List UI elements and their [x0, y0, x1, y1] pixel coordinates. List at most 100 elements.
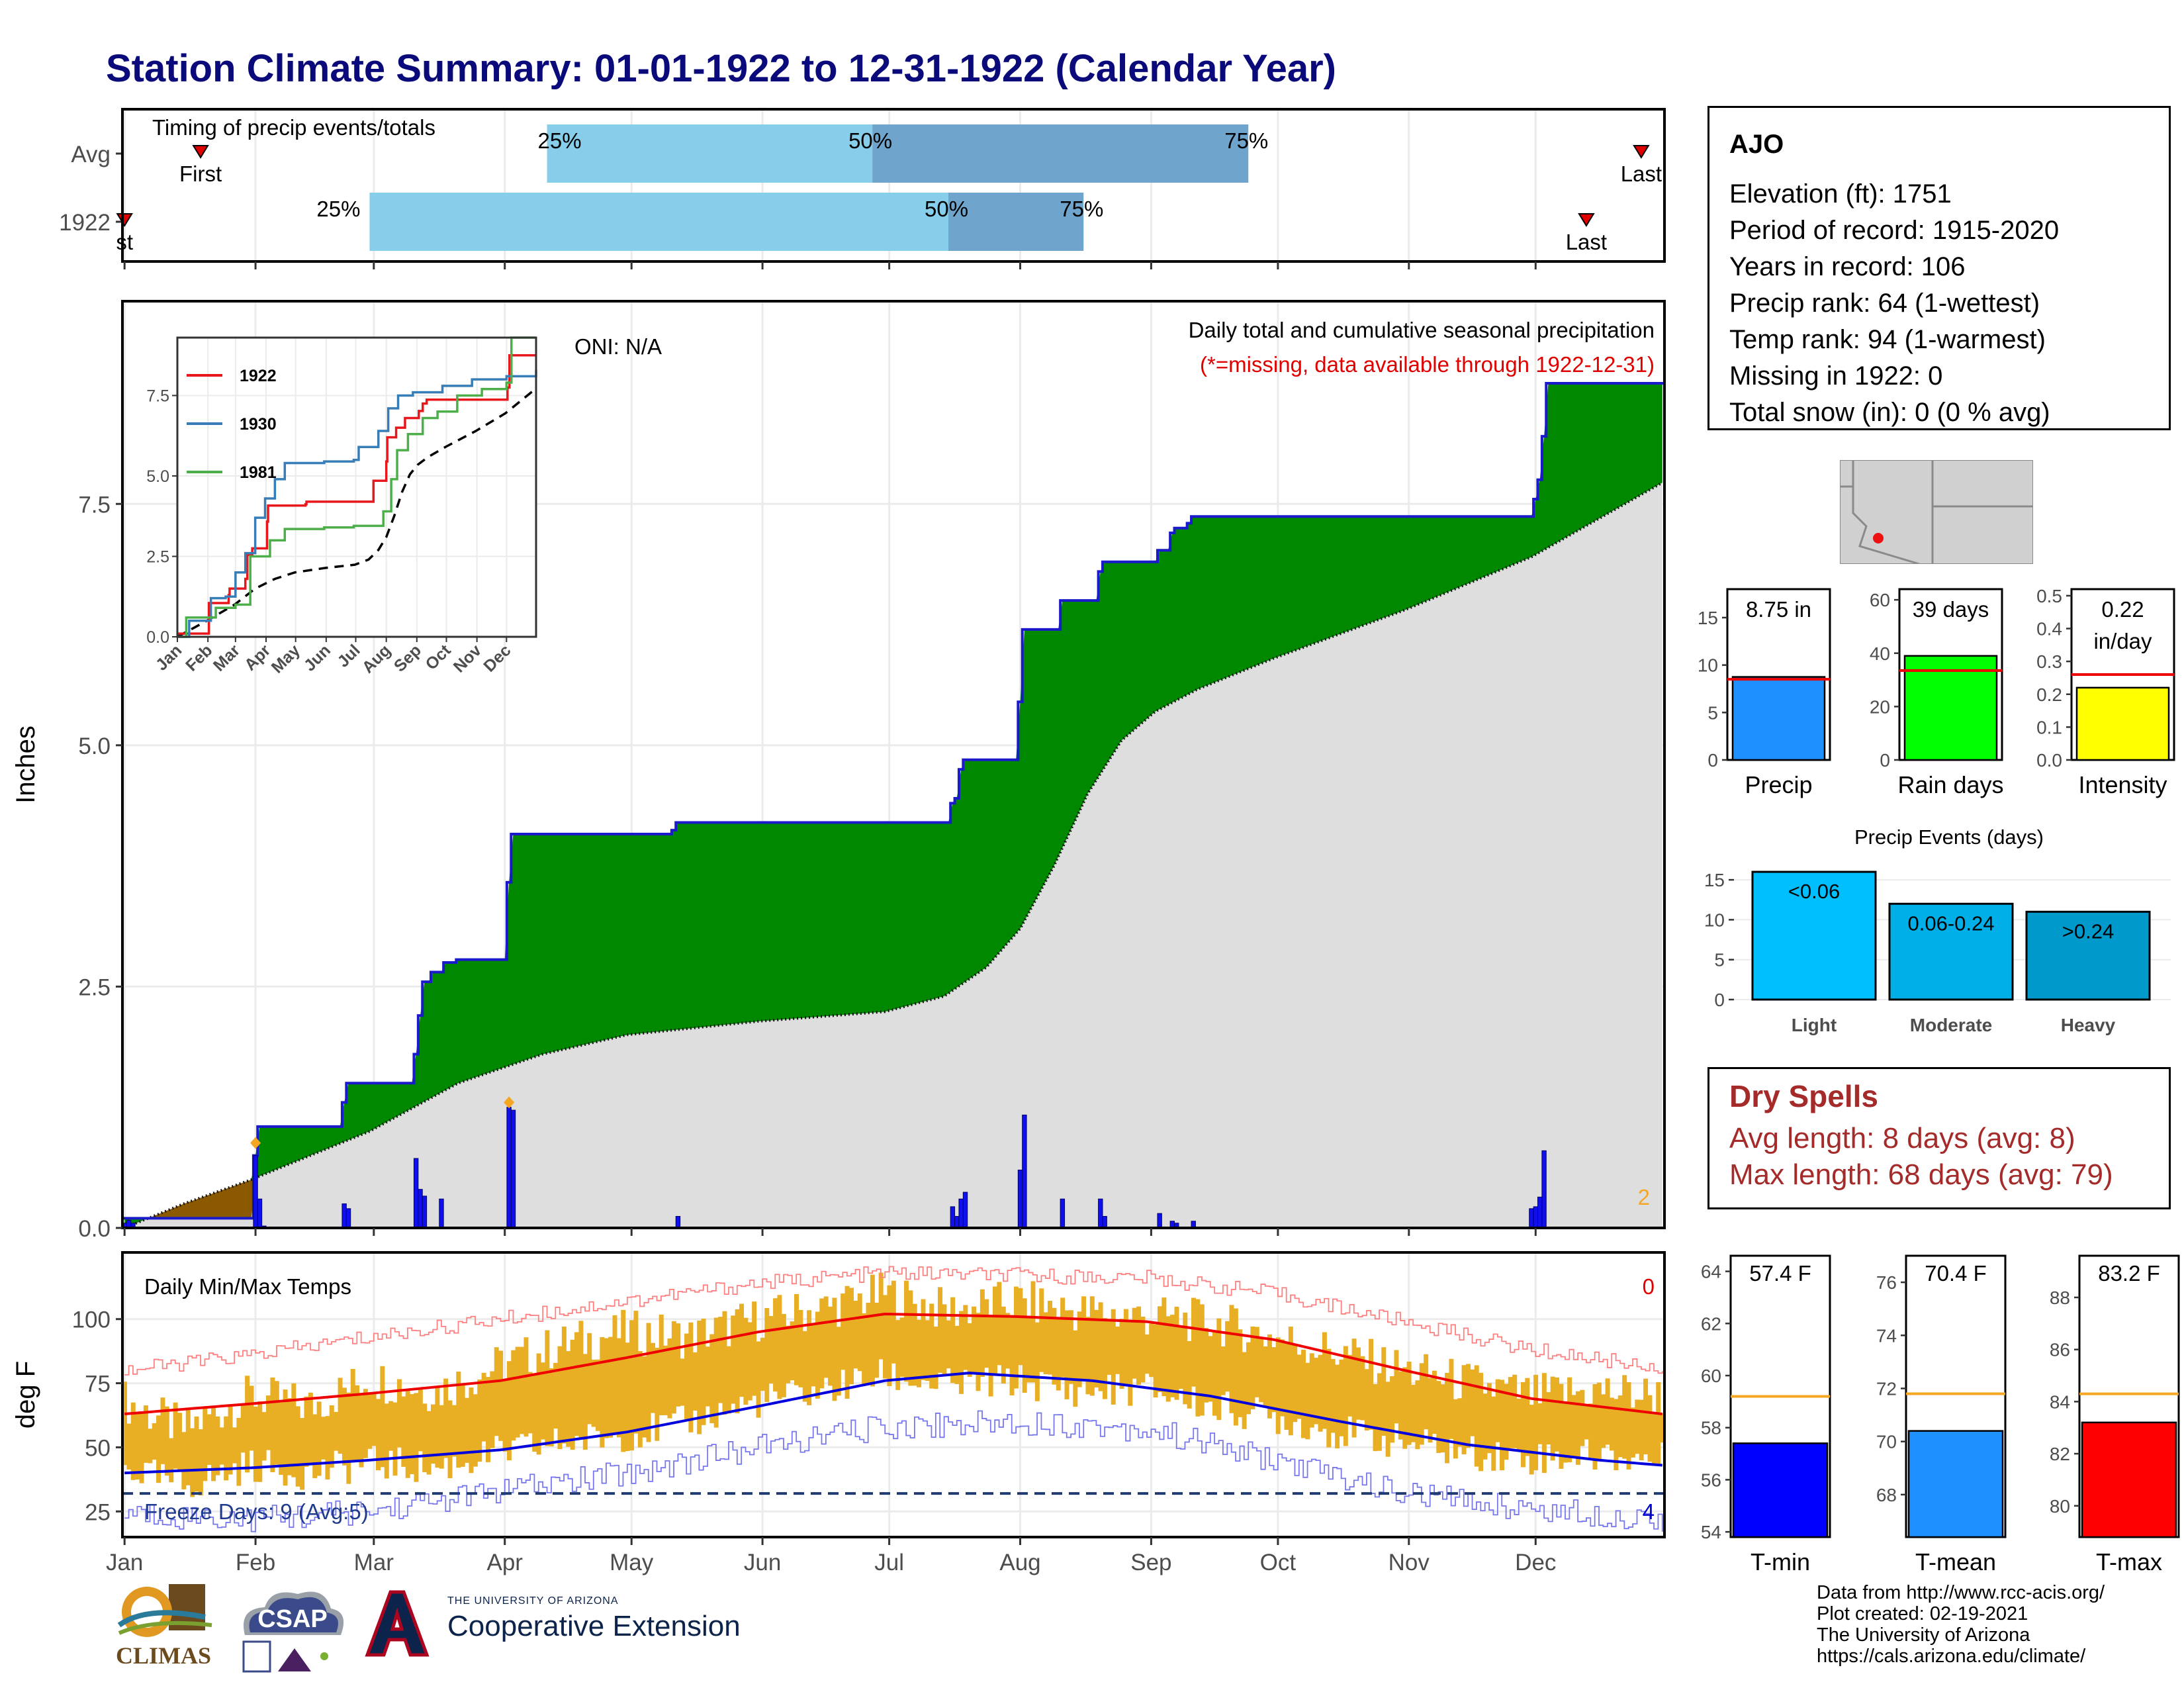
- temp-stat-value: 57.4 F: [1749, 1261, 1811, 1286]
- daily-temp-range-bar: [718, 1317, 723, 1403]
- daily-temp-range-bar: [481, 1372, 486, 1442]
- daily-temp-range-bar: [1588, 1403, 1594, 1458]
- daily-temp-range-bar: [1575, 1391, 1580, 1465]
- daily-temp-range-bar: [1596, 1382, 1602, 1460]
- daily-temp-range-bar: [866, 1302, 871, 1384]
- first-event-marker: [192, 145, 209, 159]
- daily-temp-range-bar: [527, 1372, 533, 1434]
- daily-temp-range-bar: [760, 1337, 765, 1391]
- temp-stat-ytick-label: 56: [1701, 1470, 1721, 1490]
- daily-temp-range-bar: [701, 1319, 706, 1425]
- daily-temp-range-bar: [511, 1350, 516, 1441]
- climas-logo-graphic: CLIMAS: [116, 1584, 212, 1669]
- daily-temp-range-bar: [426, 1411, 432, 1475]
- inset-legend-label: 1922: [240, 367, 277, 385]
- daily-temp-range-bar: [1504, 1383, 1509, 1460]
- daily-temp-range-bar: [1377, 1373, 1382, 1451]
- precip-stat-category: Intensity: [2078, 771, 2167, 798]
- daily-temp-range-bar: [853, 1300, 858, 1369]
- temp-y-axis-label: deg F: [11, 1361, 40, 1429]
- daily-temp-range-bar: [1220, 1346, 1226, 1395]
- cumulative-precip-line: [122, 381, 1664, 1220]
- daily-temp-range-bar: [236, 1417, 242, 1486]
- daily-temp-range-bar: [371, 1394, 377, 1446]
- daily-temp-range-bar: [823, 1296, 829, 1378]
- daily-temp-range-bar: [1149, 1323, 1154, 1378]
- precip-events-category: Heavy: [2061, 1015, 2116, 1035]
- station-temp-rank: Temp rank: 94 (1-warmest): [1729, 325, 2046, 354]
- daily-temp-range-bar: [367, 1393, 373, 1449]
- daily-temp-range-bar: [549, 1368, 554, 1446]
- daily-temp-range-bar: [346, 1392, 351, 1484]
- daily-temp-range-bar: [684, 1333, 689, 1419]
- daily-temp-range-bar: [414, 1393, 419, 1482]
- precip-stat-bar: [2075, 686, 2170, 761]
- daily-temp-range-bar: [925, 1320, 930, 1382]
- daily-temp-range-bar: [587, 1333, 592, 1425]
- daily-temp-range-bar: [1254, 1327, 1259, 1397]
- inset-legend-label: 1930: [240, 415, 277, 434]
- daily-temp-range-bar: [1098, 1302, 1103, 1391]
- temp-stat-ytick-label: 82: [2050, 1444, 2070, 1464]
- daily-temp-range-bar: [938, 1287, 943, 1373]
- daily-temp-range-bar: [224, 1416, 229, 1481]
- daily-temp-range-bar: [790, 1321, 795, 1381]
- daily-temp-range-bar: [646, 1323, 651, 1442]
- daily-temp-range-bar: [933, 1326, 938, 1389]
- daily-temp-range-bar: [1064, 1310, 1069, 1399]
- precip-events-bar: [1751, 870, 1877, 1001]
- daily-temp-range-bar: [1541, 1373, 1547, 1474]
- daily-temp-range-bar: [1601, 1394, 1606, 1448]
- daily-temp-range-bar: [887, 1285, 892, 1387]
- daily-precip-bar: [413, 1158, 419, 1229]
- daily-temp-range-bar: [1208, 1336, 1213, 1402]
- credit-plot-date: Plot created: 02-19-2021: [1817, 1603, 2028, 1624]
- daily-temp-range-bar: [629, 1320, 635, 1451]
- inset-series-line: [177, 369, 537, 638]
- month-label: May: [610, 1550, 654, 1575]
- temp-stat-ytick-label: 68: [1876, 1485, 1897, 1505]
- daily-temp-range-bar: [143, 1405, 148, 1463]
- daily-temp-range-bar: [841, 1293, 846, 1370]
- daily-temp-range-bar: [498, 1350, 504, 1441]
- daily-precip-bar: [950, 1206, 956, 1229]
- daily-temp-range-bar: [266, 1395, 271, 1450]
- daily-temp-range-bar: [1144, 1334, 1150, 1374]
- daily-temp-range-bar: [185, 1407, 191, 1485]
- daily-temp-range-bar: [341, 1387, 347, 1466]
- daily-temp-range-bar: [1385, 1382, 1390, 1457]
- daily-temp-range-bar: [874, 1302, 880, 1378]
- daily-temp-range-bar: [600, 1336, 605, 1448]
- daily-temp-range-bar: [211, 1407, 216, 1481]
- daily-temp-range-bar: [1364, 1369, 1369, 1430]
- daily-temp-range-bar: [1068, 1310, 1073, 1384]
- daily-temp-range-bar: [384, 1403, 389, 1479]
- daily-precip-bar: [418, 1189, 423, 1229]
- ua-a-icon: [365, 1590, 430, 1657]
- coop-extension-text: THE UNIVERSITY OF ARIZONA Cooperative Ex…: [447, 1595, 741, 1643]
- daily-temp-range-bar: [431, 1404, 435, 1464]
- precip-events-bar: [1888, 902, 2014, 1001]
- month-label: Feb: [236, 1550, 275, 1575]
- daily-temp-range-bar: [637, 1351, 643, 1448]
- daily-temp-range-bar: [667, 1338, 672, 1419]
- daily-temp-range-bar: [316, 1401, 322, 1476]
- daily-temp-range-bar: [1394, 1350, 1399, 1424]
- daily-temp-range-bar: [308, 1392, 313, 1465]
- temp-stat-ytick-label: 60: [1701, 1366, 1721, 1386]
- daily-temp-range-bar: [194, 1416, 199, 1492]
- temp-ytick-label: 50: [85, 1435, 111, 1461]
- dry-spells-avg: Avg length: 8 days (avg: 8): [1729, 1122, 2075, 1154]
- daily-temp-range-bar: [283, 1389, 288, 1486]
- daily-temp-range-bar: [688, 1322, 694, 1432]
- daily-temp-range-bar: [1267, 1334, 1272, 1419]
- daily-precip-bar: [1157, 1213, 1162, 1229]
- precip-events-category: Moderate: [1910, 1015, 1992, 1035]
- timing-bar-25-50: [369, 193, 948, 251]
- oni-label: ONI: N/A: [574, 334, 662, 359]
- daily-temp-range-bar: [1406, 1361, 1412, 1445]
- dry-spells-title: Dry Spells: [1729, 1079, 1878, 1113]
- daily-temp-range-bar: [1643, 1378, 1649, 1455]
- daily-temp-range-bar: [1546, 1392, 1551, 1445]
- daily-temp-range-bar: [465, 1397, 470, 1463]
